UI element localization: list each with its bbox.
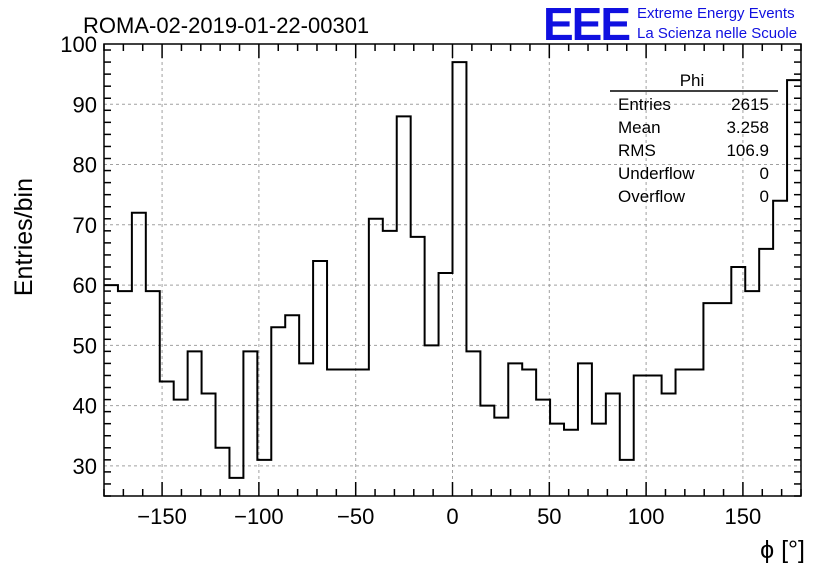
axis-ticks — [103, 44, 802, 497]
stats-row-value: 0 — [760, 187, 769, 206]
x-tick-labels: −150 −100 −50 0 50 100 150 — [137, 504, 761, 529]
y-tick-label: 100 — [60, 32, 97, 57]
stats-row-label: Underflow — [618, 164, 695, 183]
x-tick-label: 50 — [537, 504, 561, 529]
branding-line-2: La Scienza nelle Scuole — [637, 25, 797, 42]
branding-line-1: Extreme Energy Events — [637, 5, 795, 22]
stats-row-value: 106.9 — [726, 141, 769, 160]
stats-row-value: 2615 — [731, 95, 769, 114]
y-tick-label: 80 — [73, 153, 97, 178]
y-tick-label: 90 — [73, 92, 97, 117]
x-tick-label: −100 — [234, 504, 284, 529]
eee-logo: EEE — [543, 0, 629, 50]
x-tick-label: −50 — [337, 504, 374, 529]
y-tick-labels: 30 40 50 60 70 80 90 100 — [60, 32, 97, 479]
x-tick-label: 0 — [446, 504, 458, 529]
y-tick-label: 40 — [73, 394, 97, 419]
stats-row-label: Entries — [618, 95, 671, 114]
y-tick-label: 30 — [73, 454, 97, 479]
x-axis-label: ϕ [°] — [760, 536, 805, 564]
y-tick-label: 70 — [73, 213, 97, 238]
y-axis-label: Entries/bin — [10, 178, 38, 296]
y-tick-label: 60 — [73, 273, 97, 298]
x-tick-label: 150 — [725, 504, 762, 529]
stats-row-label: RMS — [618, 141, 656, 160]
stats-row-value: 3.258 — [726, 118, 769, 137]
stats-rows: Entries 2615 Mean 3.258 RMS 106.9 Underflow 0 Ov… — [618, 95, 769, 206]
y-tick-label: 50 — [73, 333, 97, 358]
stats-row-label: Mean — [618, 118, 661, 137]
stats-box: Phi Entries 2615 Mean 3.258 RMS 106.9 Underflo… — [610, 71, 778, 206]
stats-box-title: Phi — [680, 71, 705, 90]
stats-row-label: Overflow — [618, 187, 686, 206]
histogram-outline — [104, 61, 801, 479]
x-tick-label: −150 — [137, 504, 187, 529]
stats-row-value: 0 — [760, 164, 769, 183]
x-tick-label: 100 — [628, 504, 665, 529]
chart-title: ROMA-02-2019-01-22-00301 — [83, 13, 369, 38]
